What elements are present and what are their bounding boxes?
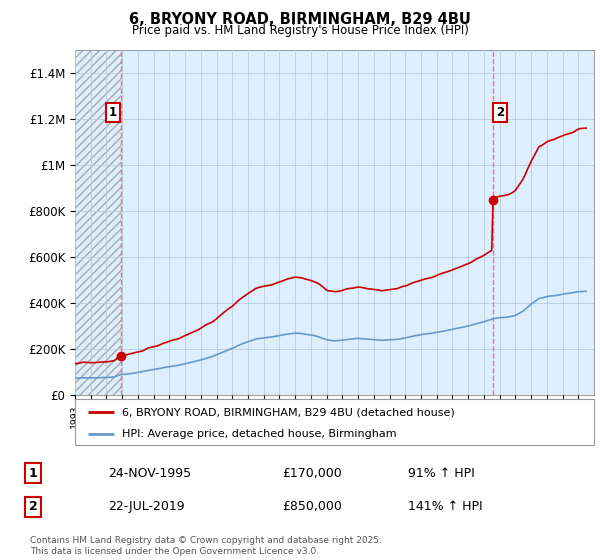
Text: 141% ↑ HPI: 141% ↑ HPI: [408, 500, 482, 514]
Text: £170,000: £170,000: [282, 466, 342, 480]
Text: 22-JUL-2019: 22-JUL-2019: [108, 500, 185, 514]
Text: 1: 1: [29, 466, 37, 480]
Text: 91% ↑ HPI: 91% ↑ HPI: [408, 466, 475, 480]
Text: 24-NOV-1995: 24-NOV-1995: [108, 466, 191, 480]
Text: HPI: Average price, detached house, Birmingham: HPI: Average price, detached house, Birm…: [122, 429, 397, 438]
Text: 2: 2: [496, 106, 505, 119]
Text: 6, BRYONY ROAD, BIRMINGHAM, B29 4BU (detached house): 6, BRYONY ROAD, BIRMINGHAM, B29 4BU (det…: [122, 407, 454, 417]
Text: £850,000: £850,000: [282, 500, 342, 514]
Text: Contains HM Land Registry data © Crown copyright and database right 2025.
This d: Contains HM Land Registry data © Crown c…: [30, 536, 382, 556]
Text: 6, BRYONY ROAD, BIRMINGHAM, B29 4BU: 6, BRYONY ROAD, BIRMINGHAM, B29 4BU: [129, 12, 471, 27]
FancyBboxPatch shape: [75, 399, 594, 445]
Text: 1: 1: [109, 106, 117, 119]
Text: 2: 2: [29, 500, 37, 514]
Text: Price paid vs. HM Land Registry's House Price Index (HPI): Price paid vs. HM Land Registry's House …: [131, 24, 469, 36]
